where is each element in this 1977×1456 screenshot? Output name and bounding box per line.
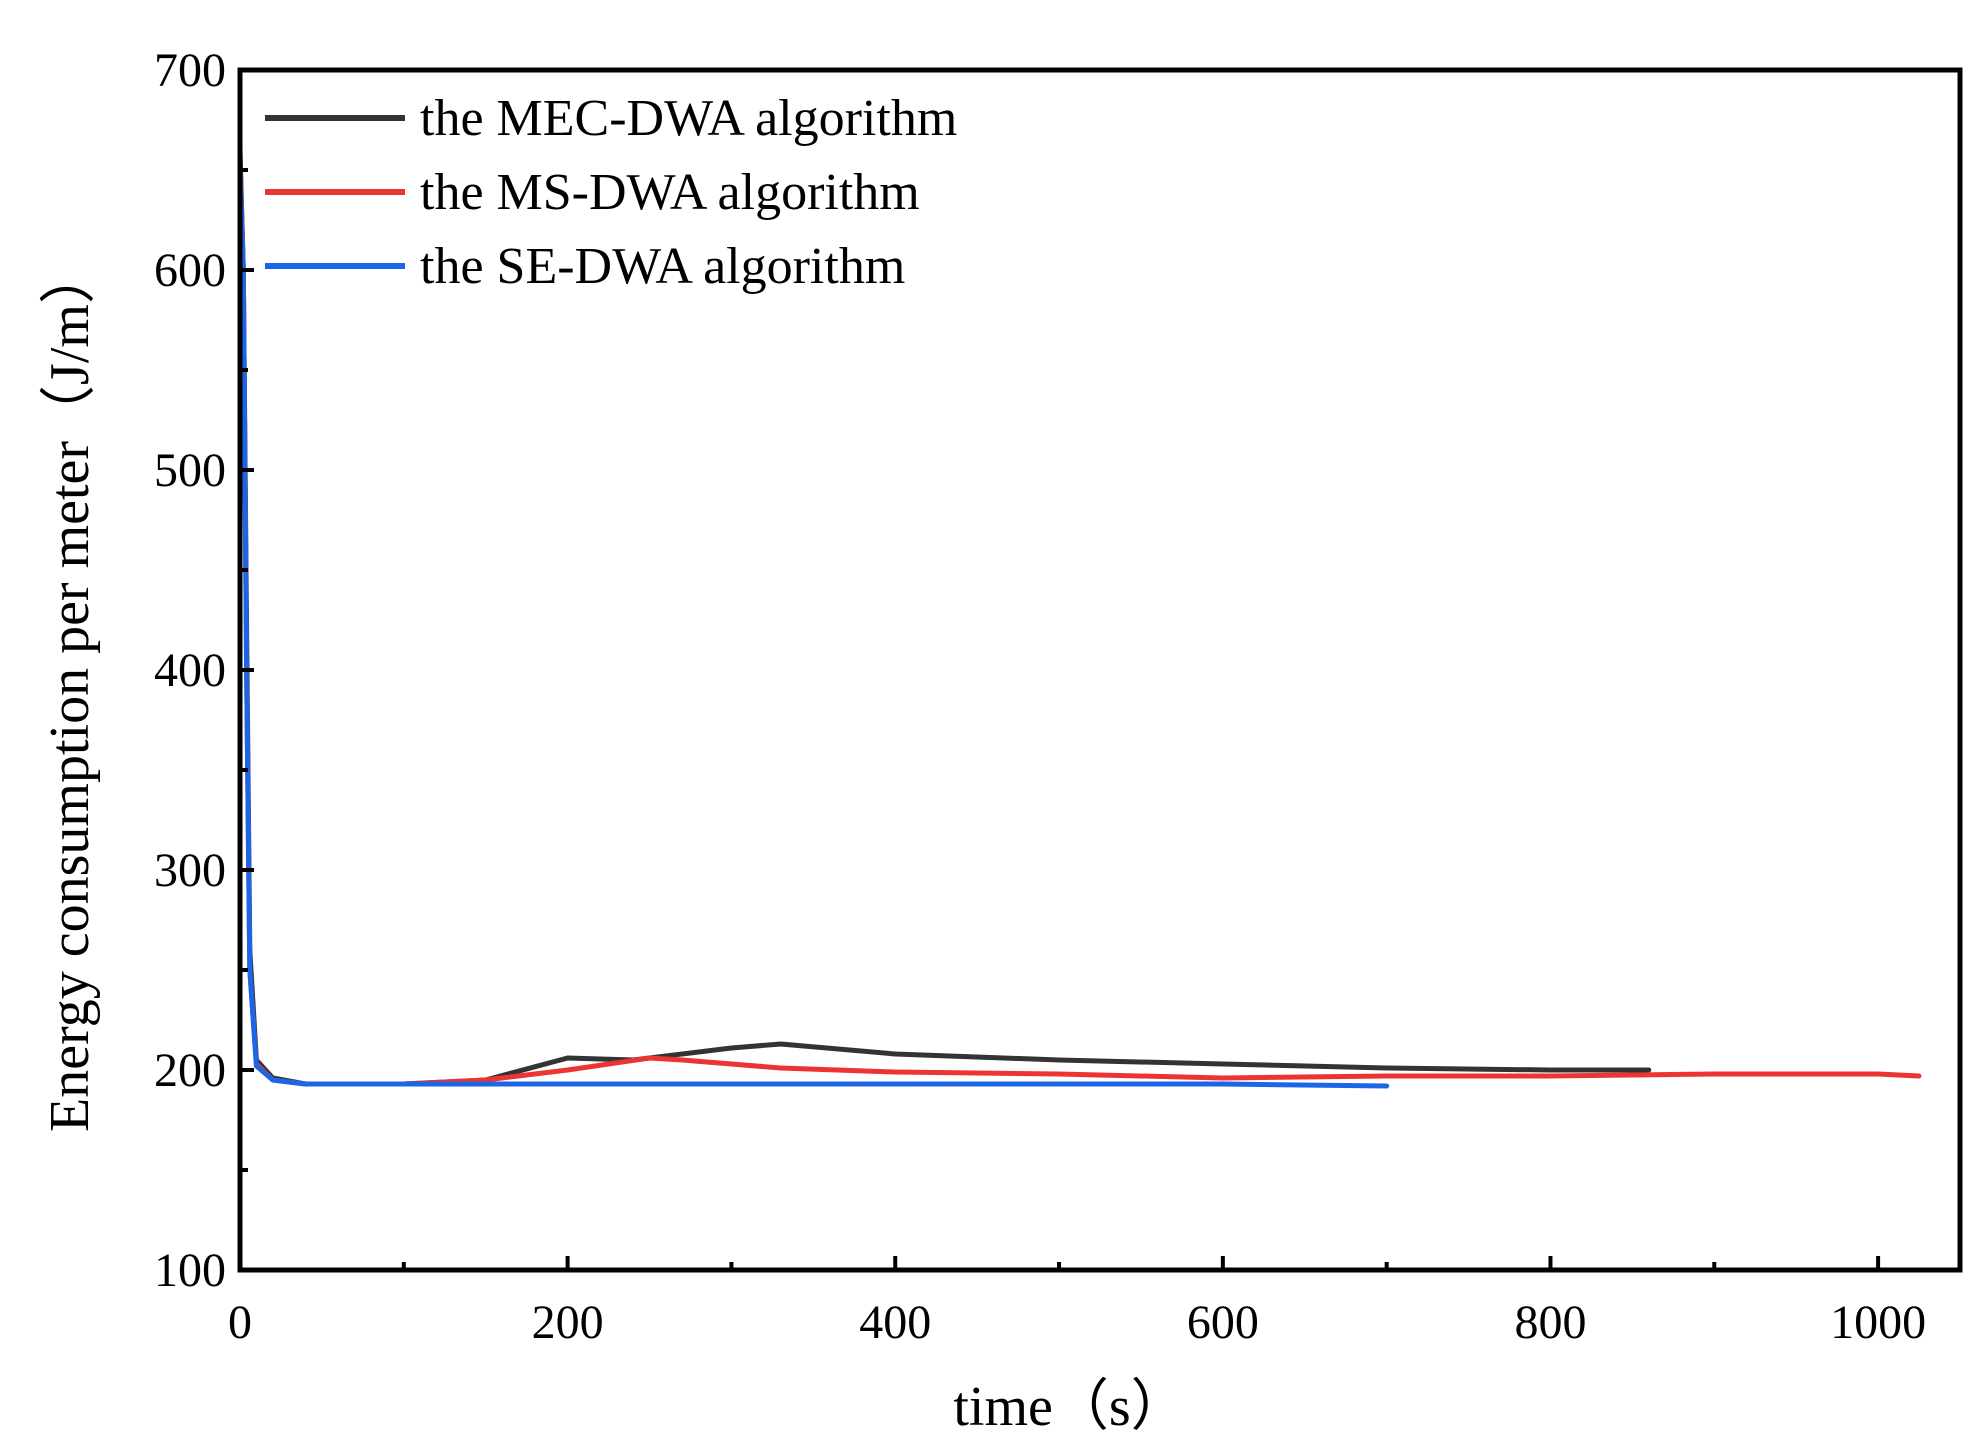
legend-label-2: the MS-DWA algorithm [420,164,920,221]
y-tick-label: 600 [154,244,226,297]
legend-label-1: the MEC-DWA algorithm [420,90,957,147]
tick-labels: 0 200 400 600 800 1000 100 200 300 400 500 600 700 [154,44,1926,1349]
y-tick-label: 700 [154,44,226,97]
x-axis-title: time（s） [953,1376,1186,1438]
y-tick-label: 100 [154,1244,226,1297]
y-tick-label: 500 [154,444,226,497]
y-tick-label: 300 [154,844,226,897]
y-tick-label: 400 [154,644,226,697]
x-tick-label: 1000 [1830,1296,1926,1349]
x-tick-label: 600 [1187,1296,1259,1349]
y-axis-title: Energy consumption per meter（J/m） [39,248,101,1132]
legend-label-3: the SE-DWA algorithm [420,238,905,295]
x-tick-label: 200 [532,1296,604,1349]
series-layer [237,147,1922,1089]
series-line-3 [237,163,1390,1089]
legend: the MEC-DWA algorithm the MS-DWA algorith… [265,90,957,295]
y-tick-label: 200 [154,1044,226,1097]
x-tick-label: 800 [1514,1296,1586,1349]
x-tick-label: 0 [228,1296,252,1349]
x-tick-label: 400 [859,1296,931,1349]
ticks-layer [238,68,1881,1272]
